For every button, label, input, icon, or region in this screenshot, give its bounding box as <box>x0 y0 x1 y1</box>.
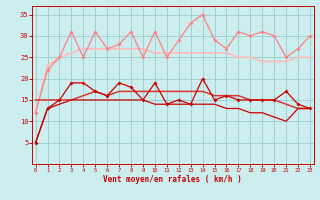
X-axis label: Vent moyen/en rafales ( km/h ): Vent moyen/en rafales ( km/h ) <box>103 175 242 184</box>
